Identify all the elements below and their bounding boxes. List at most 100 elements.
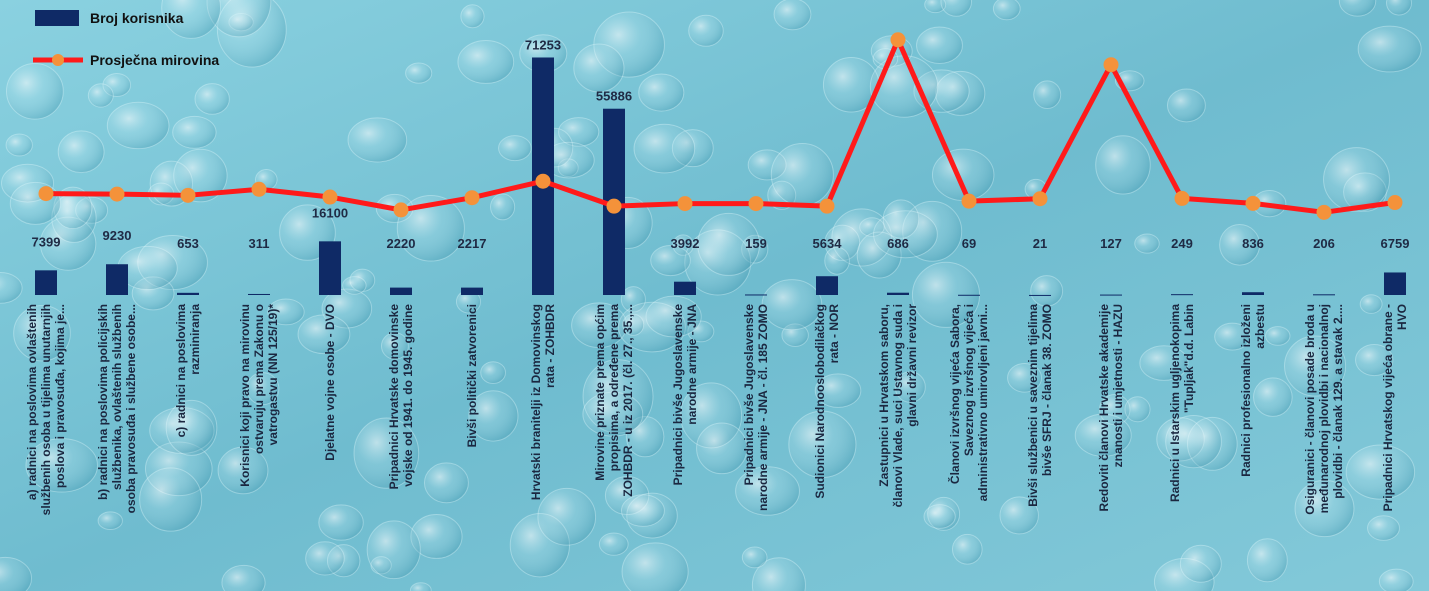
bar	[958, 294, 980, 296]
water-drop	[1246, 538, 1288, 583]
water-drop	[5, 133, 33, 157]
water-drop	[621, 542, 689, 591]
line-marker	[535, 173, 551, 189]
data-label: 2217	[458, 236, 487, 251]
water-drop	[97, 511, 123, 531]
water-drop	[246, 372, 280, 406]
water-drop	[221, 564, 266, 591]
data-label: 16100	[312, 205, 348, 220]
category-label: Osiguranici - članovi posade broda umeđu…	[1303, 304, 1345, 515]
water-drop	[773, 0, 812, 31]
water-drop	[380, 332, 409, 360]
water-drop	[460, 4, 485, 29]
water-drop	[1367, 515, 1400, 541]
category-label-line: Radnici profesionalno izloženi	[1239, 304, 1253, 477]
line-marker	[677, 196, 693, 212]
data-label: 21	[1033, 236, 1047, 251]
water-drop	[999, 496, 1039, 535]
water-drop	[1095, 135, 1151, 195]
category-label-line: vojske od 1941. do 1945. godine	[401, 304, 415, 487]
water-drop	[894, 371, 926, 403]
category-label-line: članovi Vlade, suci Ustavnog suda i	[891, 304, 905, 507]
category-label-line: HVO	[1395, 304, 1409, 330]
bar	[319, 241, 341, 295]
water-drop	[1323, 147, 1390, 212]
data-label: 69	[962, 236, 976, 251]
category-label-line: Saveznog izvršnog vijeća i	[962, 304, 976, 456]
category-label-line: Članovi izvršnog vijeća Sabora,	[947, 304, 962, 484]
bar	[1242, 292, 1264, 295]
bar	[35, 270, 57, 295]
water-drop	[688, 14, 724, 47]
water-drop	[598, 532, 629, 556]
water-drop	[217, 446, 269, 495]
water-drop	[172, 115, 217, 149]
category-label-line: poslova i pravosuđa, kojima je...	[53, 304, 67, 488]
category-label-line: Pripadnici Hrvatskog vijeća obrane -	[1381, 304, 1395, 511]
bar	[390, 287, 412, 295]
bar	[1171, 294, 1193, 296]
line-path	[45, 37, 1396, 215]
category-label: Pripadnici Hrvatske domovinskevojske od …	[387, 304, 415, 490]
water-drop	[873, 210, 938, 259]
category-label: Bivši politički zatvorenici	[465, 304, 479, 447]
data-label: 7399	[32, 234, 61, 249]
category-label: Bivši službenici u saveznim tijelimabivš…	[1026, 304, 1054, 507]
bar	[745, 294, 767, 296]
water-drop	[409, 582, 432, 591]
data-label: 55886	[596, 89, 632, 104]
category-label: b) radnici na poslovima policijskihslužb…	[96, 304, 138, 513]
water-drop	[951, 533, 983, 565]
water-drop	[165, 399, 218, 456]
water-drop	[582, 391, 644, 437]
data-label: 127	[1100, 236, 1122, 251]
water-drop	[457, 39, 515, 84]
data-label: 9230	[103, 228, 132, 243]
data-label: 686	[887, 236, 909, 251]
water-drop	[992, 0, 1021, 21]
category-label-line: a) radnici na poslovima ovlaštenih	[25, 304, 39, 500]
water-drop	[13, 304, 71, 362]
legend: Broj korisnika Prosječna mirovina	[33, 10, 219, 68]
category-label: Pripadnici bivše Jugoslavenskenarodne ar…	[671, 304, 699, 486]
water-drop	[620, 494, 665, 527]
water-drop	[697, 212, 760, 276]
water-drop	[1265, 326, 1291, 346]
water-drop	[1074, 413, 1132, 457]
water-drop	[1253, 377, 1293, 417]
data-label: 836	[1242, 236, 1264, 251]
line-marker	[890, 32, 906, 48]
water-drop	[770, 143, 834, 207]
bar	[674, 281, 696, 295]
category-label: Zastupnici u Hrvatskom saboru,članovi Vl…	[877, 304, 919, 508]
water-drop	[788, 410, 857, 479]
bar	[1313, 294, 1335, 296]
category-label: Članovi izvršnog vijeća Sabora,Saveznog …	[947, 304, 990, 501]
line-marker	[38, 186, 54, 202]
water-drop	[353, 417, 420, 489]
category-labels: a) radnici na poslovima ovlaštenihslužbe…	[25, 304, 1409, 516]
bar	[1029, 294, 1051, 296]
line-marker	[393, 202, 409, 218]
data-label: 249	[1171, 236, 1193, 251]
category-label-line: "Tupljak"d.d. Labin	[1182, 304, 1196, 413]
water-drop	[405, 62, 433, 84]
water-drop	[297, 314, 351, 355]
water-drop	[537, 487, 597, 546]
water-drop	[342, 276, 367, 295]
water-drop	[1139, 345, 1189, 381]
category-label-line: ZOHBDR - u iz 2017. (čl. 27., 35.,...	[621, 304, 635, 497]
line-marker	[819, 198, 835, 214]
line-marker	[748, 196, 764, 212]
category-label-line: Osiguranici - članovi posade broda u	[1303, 304, 1317, 515]
water-drop	[741, 546, 768, 569]
water-drop	[1338, 0, 1377, 17]
data-labels: 7399 9230 653 311 16100 2220 2217 71253 55886 399…	[32, 37, 1410, 251]
category-label-line: glavni državni revizor	[905, 304, 919, 427]
water-drop	[1386, 0, 1412, 16]
water-drop	[761, 279, 823, 331]
water-drop	[347, 117, 408, 163]
water-drop	[305, 541, 345, 576]
